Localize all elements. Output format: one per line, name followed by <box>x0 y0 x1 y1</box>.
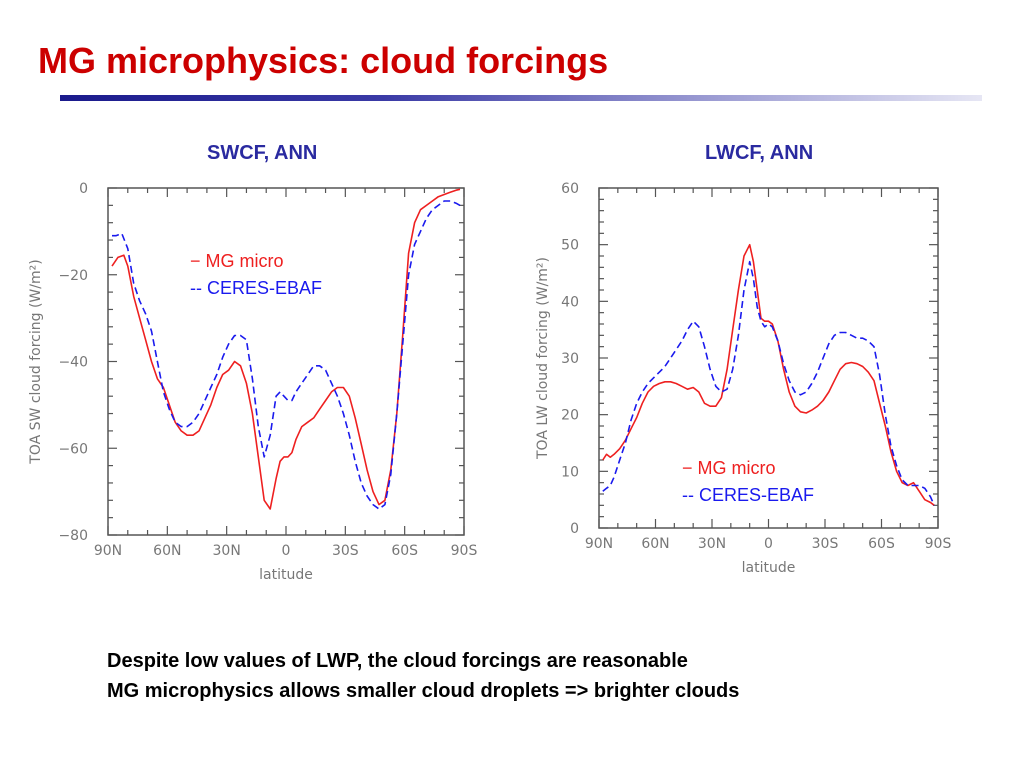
lwcf-chart: 90N 60N 30N 0 30S 60S 90S 60 50 40 30 20 10 0 latitude… <box>535 181 952 576</box>
x-tick-label: 30S <box>812 536 839 552</box>
legend-entry-ceres-ebaf: -- CERES-EBAF <box>190 278 322 298</box>
slide-title: MG microphysics: cloud forcings <box>38 40 609 81</box>
y-tick-label: −60 <box>58 441 88 457</box>
legend-entry-mg-micro: − MG micro <box>190 251 284 271</box>
y-tick-label: 10 <box>561 464 579 480</box>
chart-title-lwcf: LWCF, ANN <box>705 142 814 164</box>
x-tick-label: 90S <box>925 536 952 552</box>
y-axis-label: TOA SW cloud forcing (W/m²) <box>28 259 44 464</box>
legend-entry-mg-micro: − MG micro <box>682 458 776 478</box>
series-line-mg-micro <box>602 243 935 506</box>
y-tick-label: −80 <box>58 528 88 544</box>
x-tick-label: 60N <box>153 543 181 559</box>
x-tick-label: 90N <box>585 536 613 552</box>
y-tick-label: 40 <box>561 294 579 310</box>
x-tick-label: 60S <box>391 543 418 559</box>
series-line-ceres-ebaf <box>602 260 935 506</box>
x-tick-label: 30S <box>332 543 359 559</box>
x-tick-label: 60N <box>641 536 669 552</box>
x-tick-label: 30N <box>213 543 241 559</box>
series-line-ceres-ebaf <box>112 200 461 510</box>
y-tick-label: 0 <box>79 181 88 197</box>
x-axis-label: latitude <box>742 560 796 576</box>
x-tick-label: 90N <box>94 543 122 559</box>
y-tick-label: 0 <box>570 521 579 537</box>
x-tick-label: 60S <box>868 536 895 552</box>
y-axis-label: TOA LW cloud forcing (W/m²) <box>535 257 551 460</box>
y-tick-label: 50 <box>561 238 579 254</box>
note-line-1: Despite low values of LWP, the cloud for… <box>107 650 688 672</box>
y-tick-label: 20 <box>561 408 579 424</box>
chart-title-swcf: SWCF, ANN <box>207 142 318 164</box>
x-tick-label: 30N <box>698 536 726 552</box>
title-rule <box>60 95 982 101</box>
note-line-2: MG microphysics allows smaller cloud dro… <box>107 680 740 702</box>
legend-entry-ceres-ebaf: -- CERES-EBAF <box>682 485 814 505</box>
y-tick-label: 30 <box>561 351 579 367</box>
y-tick-label: −40 <box>58 355 88 371</box>
x-tick-label: 90S <box>451 543 478 559</box>
y-tick-label: −20 <box>58 268 88 284</box>
y-tick-label: 60 <box>561 181 579 197</box>
x-axis-label: latitude <box>259 567 313 583</box>
swcf-chart: 90N 60N 30N 0 30S 60S 90S 0 −20 −40 −60 −80 latitude… <box>28 181 478 583</box>
series-line-mg-micro <box>111 188 461 510</box>
x-tick-label: 0 <box>282 543 291 559</box>
x-tick-label: 0 <box>764 536 773 552</box>
